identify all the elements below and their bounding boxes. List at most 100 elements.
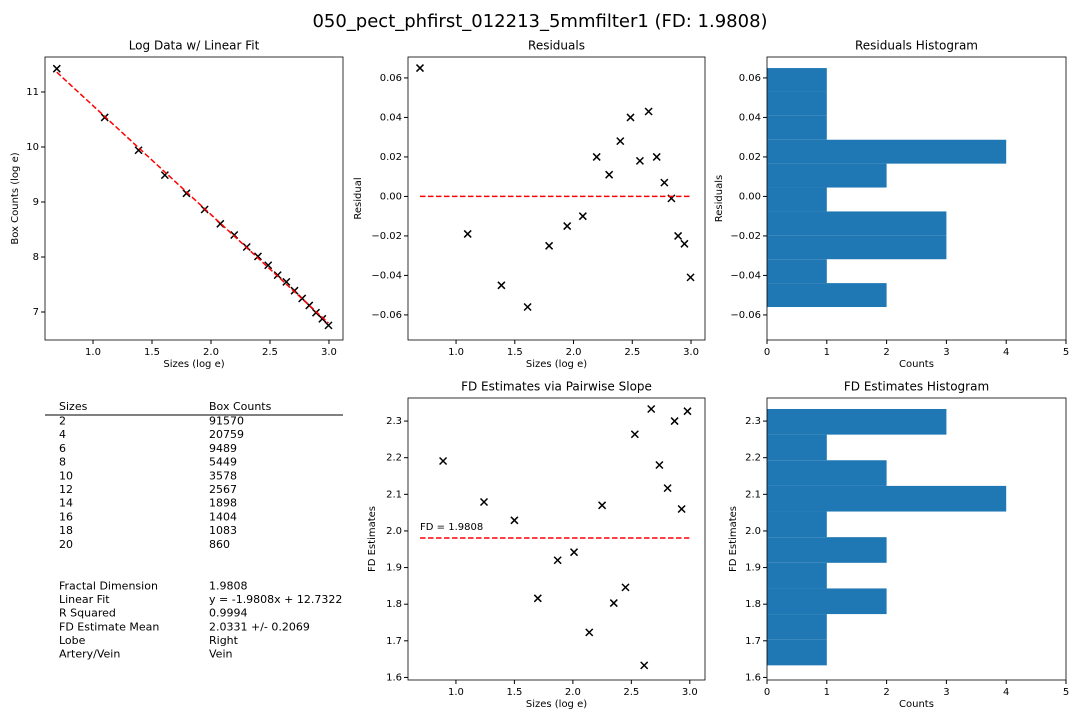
x-tick-label: 2.0 [203, 347, 219, 358]
y-tick-label: 0.00 [739, 191, 761, 202]
y-tick-label: 1.7 [386, 636, 402, 647]
x-tick-label: 3 [943, 347, 949, 358]
y-tick-label: 9 [33, 197, 39, 208]
scatter-point [644, 107, 653, 116]
x-tick-label: 1.0 [85, 347, 101, 358]
x-tick-label: 0 [764, 347, 770, 358]
y-axis-label: Residual [353, 177, 364, 219]
stat-value: y = -1.9808x + 12.7322 [209, 593, 342, 606]
y-tick-label: 2.3 [386, 416, 402, 427]
histogram-bar [767, 562, 827, 589]
histogram-bar [767, 408, 947, 435]
y-tick-label: 0.06 [380, 73, 402, 84]
y-tick-label: 0.04 [739, 112, 761, 123]
chart-title: Residuals Histogram [855, 39, 978, 53]
stat-label: FD Estimate Mean [59, 620, 159, 633]
scatter-point [570, 548, 579, 557]
histogram-bar [767, 115, 827, 140]
histogram-bar [767, 211, 947, 236]
y-tick-label: 8 [33, 252, 39, 263]
x-axis-label: Sizes (log e) [163, 359, 224, 370]
x-tick-label: 1 [824, 347, 830, 358]
histogram-bar [767, 283, 887, 308]
scatter-point [640, 661, 649, 670]
histogram-bar [767, 91, 827, 116]
scatter-point [253, 252, 262, 261]
x-tick-label: 2.5 [262, 347, 278, 358]
scatter-point [663, 484, 672, 493]
y-tick-label: 2.1 [386, 489, 402, 500]
y-tick-label: 1.8 [386, 599, 402, 610]
scatter-point [683, 407, 692, 416]
table-cell: 12 [59, 483, 73, 496]
scatter-point [609, 599, 618, 608]
x-axis-label: Counts [899, 359, 934, 370]
x-tick-label: 2 [883, 347, 889, 358]
y-tick-label: 2.0 [745, 526, 761, 537]
y-tick-label: −0.06 [730, 310, 761, 321]
histogram-bar [767, 434, 827, 461]
scatter-point [680, 239, 689, 248]
scatter-point [652, 152, 661, 161]
scatter-point [497, 281, 506, 290]
stat-value: Right [209, 634, 239, 647]
stat-value: 1.9808 [209, 580, 248, 593]
y-tick-label: 0.00 [380, 191, 402, 202]
stat-label: R Squared [59, 607, 116, 620]
table-cell: 4 [59, 428, 66, 441]
x-tick-label: 1.5 [507, 347, 523, 358]
plot-frame [766, 56, 1067, 341]
x-tick-label: 3.0 [321, 347, 337, 358]
plot-frame [766, 397, 1067, 681]
y-tick-label: 2.1 [745, 489, 761, 500]
stat-label: Artery/Vein [59, 648, 120, 661]
x-tick-label: 2.0 [566, 347, 582, 358]
y-tick-label: 0.04 [380, 112, 402, 123]
scatter-point [318, 314, 327, 323]
x-tick-label: 4 [1003, 687, 1009, 698]
scatter-point [585, 628, 594, 637]
annotation: FD = 1.9808 [420, 522, 483, 533]
histogram-bar [767, 511, 827, 538]
y-tick-label: −0.06 [371, 310, 402, 321]
scatter-point [160, 171, 169, 180]
chart-title: Log Data w/ Linear Fit [129, 39, 260, 53]
x-tick-label: 3 [943, 687, 949, 698]
y-tick-label: 1.9 [745, 563, 761, 574]
plot-frame [407, 397, 706, 681]
scatter-point [674, 231, 683, 240]
table-cell: 6 [59, 442, 66, 455]
scatter-point [670, 417, 679, 426]
stat-value: 0.9994 [209, 607, 248, 620]
histogram-bar [767, 139, 1007, 164]
plot-area [408, 57, 705, 340]
histogram-bar [767, 68, 827, 92]
scatter-point [621, 583, 630, 592]
scatter-point [635, 156, 644, 165]
scatter-point [626, 113, 635, 122]
scatter-point [592, 152, 601, 161]
stat-label: Linear Fit [59, 593, 110, 606]
y-tick-label: 11 [26, 87, 39, 98]
histogram-bar [767, 588, 887, 615]
plot-frame [44, 56, 344, 341]
scatter-point [311, 308, 321, 317]
y-tick-label: 0.02 [380, 152, 402, 163]
table-cell: 18 [59, 524, 73, 537]
stat-value: 2.0331 +/- 0.2069 [209, 620, 310, 633]
scatter-point [553, 556, 562, 565]
x-axis-label: Sizes (log e) [526, 699, 587, 710]
scatter-point [655, 460, 664, 470]
x-tick-label: 2.0 [565, 687, 581, 698]
table-cell: 1898 [209, 497, 237, 510]
x-axis-label: Sizes (log e) [526, 359, 587, 370]
histogram-bar [767, 460, 887, 486]
scatter-point [616, 137, 625, 146]
x-axis-label: Counts [899, 699, 934, 710]
scatter-point [647, 404, 656, 414]
chart-title: Residuals [528, 39, 585, 53]
scatter-point [182, 189, 191, 198]
histogram-bar [767, 187, 827, 212]
histogram-bar [767, 614, 827, 640]
